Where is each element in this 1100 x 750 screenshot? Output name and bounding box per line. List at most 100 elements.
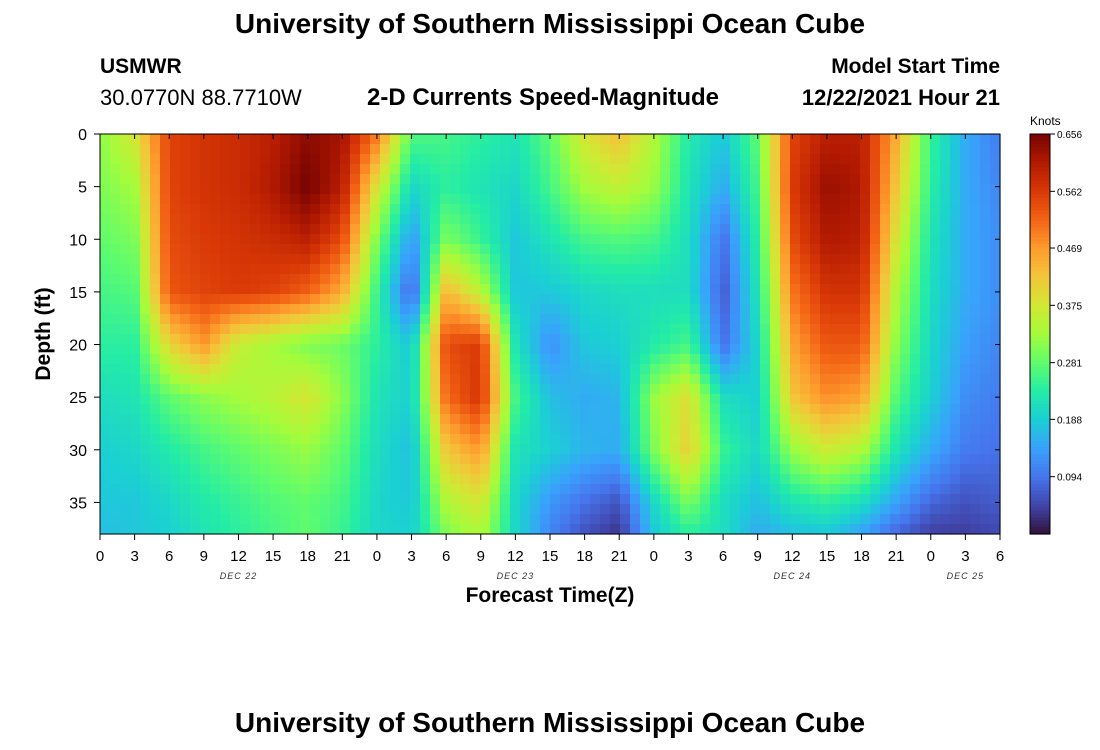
heatmap-cell	[840, 174, 851, 185]
heatmap-cell	[480, 334, 491, 345]
heatmap-cell	[380, 494, 391, 505]
heatmap-cell	[810, 234, 821, 245]
heatmap-cell	[690, 314, 701, 325]
heatmap-cell	[900, 274, 911, 285]
heatmap-cell	[570, 244, 581, 255]
heatmap-cell	[940, 214, 951, 225]
heatmap-cell	[980, 174, 991, 185]
heatmap-cell	[390, 334, 401, 345]
heatmap-cell	[420, 454, 431, 465]
heatmap-cell	[970, 444, 981, 455]
heatmap-cell	[130, 254, 141, 265]
heatmap-cell	[300, 344, 311, 355]
heatmap-cell	[120, 234, 131, 245]
heatmap-cell	[350, 304, 361, 315]
heatmap-cell	[670, 134, 681, 145]
heatmap-cell	[430, 174, 441, 185]
heatmap-cell	[590, 494, 601, 505]
heatmap-cell	[180, 204, 191, 215]
heatmap-cell	[410, 484, 421, 495]
heatmap-cell	[120, 294, 131, 305]
heatmap-cell	[690, 494, 701, 505]
heatmap-cell	[350, 294, 361, 305]
heatmap-cell	[520, 454, 531, 465]
heatmap-cell	[250, 444, 261, 455]
heatmap-cell	[860, 514, 871, 525]
heatmap-cell	[640, 204, 651, 215]
heatmap-cell	[540, 504, 551, 515]
heatmap-cell	[310, 474, 321, 485]
heatmap-cell	[300, 134, 311, 145]
heatmap-cell	[260, 244, 271, 255]
heatmap-cell	[880, 434, 891, 445]
heatmap-cell	[660, 144, 671, 155]
day-label: DEC 23	[497, 571, 535, 581]
heatmap-cell	[430, 304, 441, 315]
heatmap-cell	[410, 444, 421, 455]
heatmap-cell	[320, 504, 331, 515]
heatmap-cell	[720, 294, 731, 305]
heatmap-cell	[320, 154, 331, 165]
heatmap-cell	[510, 504, 521, 515]
heatmap-cell	[890, 154, 901, 165]
heatmap-cell	[880, 464, 891, 475]
heatmap-cell	[840, 494, 851, 505]
heatmap-cell	[470, 354, 481, 365]
heatmap-cell	[790, 144, 801, 155]
heatmap-cell	[880, 344, 891, 355]
heatmap-cell	[430, 484, 441, 495]
heatmap-cell	[520, 434, 531, 445]
heatmap-cell	[120, 274, 131, 285]
heatmap-cell	[610, 174, 621, 185]
heatmap-cell	[470, 334, 481, 345]
heatmap-cell	[290, 264, 301, 275]
heatmap-cell	[130, 334, 141, 345]
heatmap-cell	[490, 164, 501, 175]
heatmap-cell	[350, 404, 361, 415]
heatmap-cell	[150, 294, 161, 305]
heatmap-cell	[450, 494, 461, 505]
heatmap-cell	[760, 324, 771, 335]
heatmap-cell	[280, 374, 291, 385]
heatmap-cell	[200, 204, 211, 215]
heatmap-cell	[780, 314, 791, 325]
heatmap-cell	[500, 194, 511, 205]
heatmap-cell	[410, 194, 421, 205]
heatmap-cell	[260, 234, 271, 245]
heatmap-cell	[260, 394, 271, 405]
heatmap-cell	[930, 214, 941, 225]
heatmap-cell	[100, 174, 111, 185]
model-start-time: 12/22/2021 Hour 21	[801, 85, 1000, 110]
heatmap-cell	[740, 324, 751, 335]
heatmap-cell	[670, 474, 681, 485]
heatmap-cell	[720, 144, 731, 155]
heatmap-cell	[530, 214, 541, 225]
heatmap-cell	[300, 454, 311, 465]
heatmap-cell	[210, 304, 221, 315]
heatmap-cell	[790, 134, 801, 145]
heatmap-cell	[880, 374, 891, 385]
heatmap-cell	[530, 224, 541, 235]
heatmap-cell	[770, 454, 781, 465]
heatmap-cell	[490, 174, 501, 185]
heatmap-cell	[950, 244, 961, 255]
heatmap-cell	[350, 424, 361, 435]
heatmap-cell	[130, 184, 141, 195]
heatmap-cell	[240, 494, 251, 505]
heatmap-cell	[520, 274, 531, 285]
heatmap-cell	[970, 414, 981, 425]
heatmap-cell	[720, 194, 731, 205]
heatmap-cell	[550, 354, 561, 365]
heatmap-cell	[160, 404, 171, 415]
heatmap-cell	[950, 184, 961, 195]
heatmap-cell	[770, 394, 781, 405]
heatmap-cell	[680, 274, 691, 285]
heatmap-cell	[640, 164, 651, 175]
heatmap-cell	[210, 464, 221, 475]
heatmap-cell	[230, 324, 241, 335]
heatmap-cell	[140, 494, 151, 505]
heatmap-cell	[390, 254, 401, 265]
heatmap-cell	[130, 514, 141, 525]
heatmap-cell	[580, 454, 591, 465]
heatmap-cell	[480, 284, 491, 295]
